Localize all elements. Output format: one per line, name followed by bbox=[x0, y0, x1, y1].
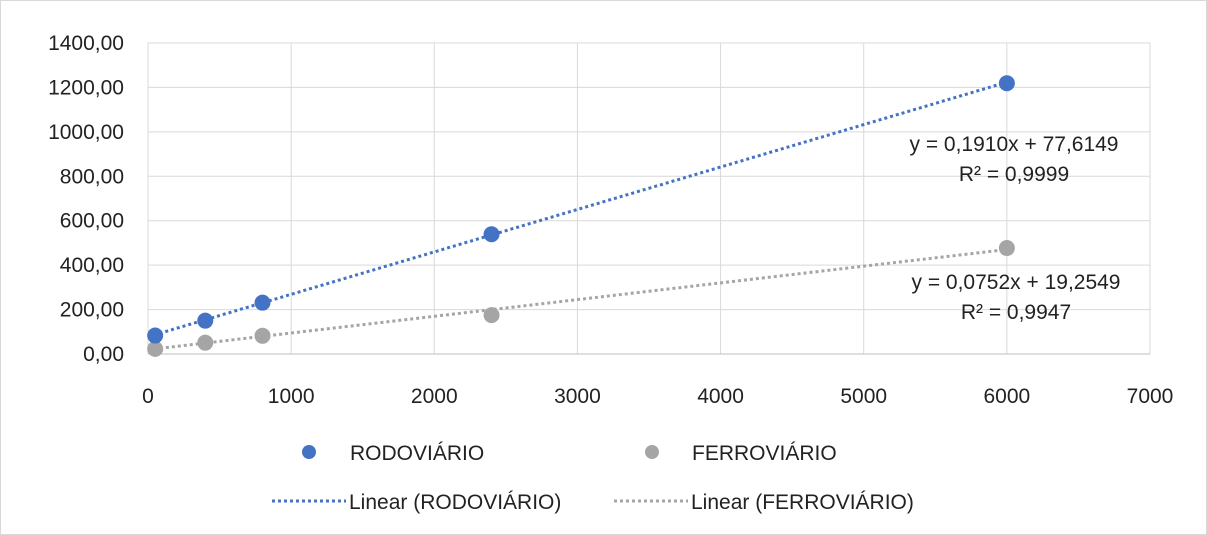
y-tick-label: 0,00 bbox=[83, 343, 124, 366]
x-tick-label: 5000 bbox=[840, 385, 887, 408]
y-tick-label: 400,00 bbox=[60, 254, 124, 277]
rodoviario-point bbox=[254, 294, 271, 311]
rodoviario-point bbox=[197, 312, 214, 329]
ferroviario-point bbox=[147, 340, 164, 357]
x-tick-label: 0 bbox=[142, 385, 154, 408]
y-tick-label: 200,00 bbox=[60, 299, 124, 322]
ferroviario-trendline bbox=[147, 248, 1008, 352]
legend-rodoviario-label: RODOVIÁRIO bbox=[350, 442, 484, 465]
legend-ferroviario-marker bbox=[645, 445, 659, 459]
x-tick-label: 1000 bbox=[268, 385, 315, 408]
ferroviario-point bbox=[254, 327, 271, 344]
ferroviario-point bbox=[197, 334, 214, 351]
legend-rodoviario-trend-label: Linear (RODOVIÁRIO) bbox=[349, 491, 561, 514]
x-tick-label: 6000 bbox=[983, 385, 1030, 408]
trendlines bbox=[147, 80, 1008, 352]
rodoviario-point bbox=[483, 226, 500, 243]
ferroviario-point bbox=[998, 240, 1015, 257]
rodoviario-equation: y = 0,1910x + 77,6149 bbox=[909, 133, 1118, 156]
trendline-labels: y = 0,1910x + 77,6149 R² = 0,9999 y = 0,… bbox=[909, 133, 1120, 324]
x-tick-label: 3000 bbox=[554, 385, 601, 408]
legend: RODOVIÁRIO FERROVIÁRIO Linear (RODOVIÁRI… bbox=[272, 442, 914, 514]
y-tick-label: 1000,00 bbox=[48, 121, 124, 144]
rodoviario-point bbox=[998, 75, 1015, 92]
y-tick-label: 600,00 bbox=[60, 210, 124, 233]
legend-ferroviario-trend-label: Linear (FERROVIÁRIO) bbox=[691, 491, 914, 514]
y-tick-label: 1200,00 bbox=[48, 76, 124, 99]
y-tick-label: 800,00 bbox=[60, 165, 124, 188]
rodoviario-trendline bbox=[147, 80, 1008, 339]
rodoviario-r2: R² = 0,9999 bbox=[959, 163, 1069, 186]
gridlines bbox=[148, 42, 1151, 354]
ferroviario-point bbox=[483, 307, 500, 324]
ferroviario-r2: R² = 0,9947 bbox=[961, 301, 1071, 324]
axes: 0,00 200,00 400,00 600,00 800,00 1000,00 1200,… bbox=[48, 32, 1173, 408]
legend-ferroviario-label: FERROVIÁRIO bbox=[692, 442, 837, 465]
x-tick-label: 2000 bbox=[411, 385, 458, 408]
legend-rodoviario-marker bbox=[302, 445, 316, 459]
x-tick-label: 7000 bbox=[1127, 385, 1174, 408]
rodoviario-point bbox=[147, 327, 164, 344]
ferroviario-equation: y = 0,0752x + 19,2549 bbox=[911, 271, 1120, 294]
data-points bbox=[147, 75, 1015, 357]
x-tick-label: 4000 bbox=[697, 385, 744, 408]
y-tick-label: 1400,00 bbox=[48, 32, 124, 55]
